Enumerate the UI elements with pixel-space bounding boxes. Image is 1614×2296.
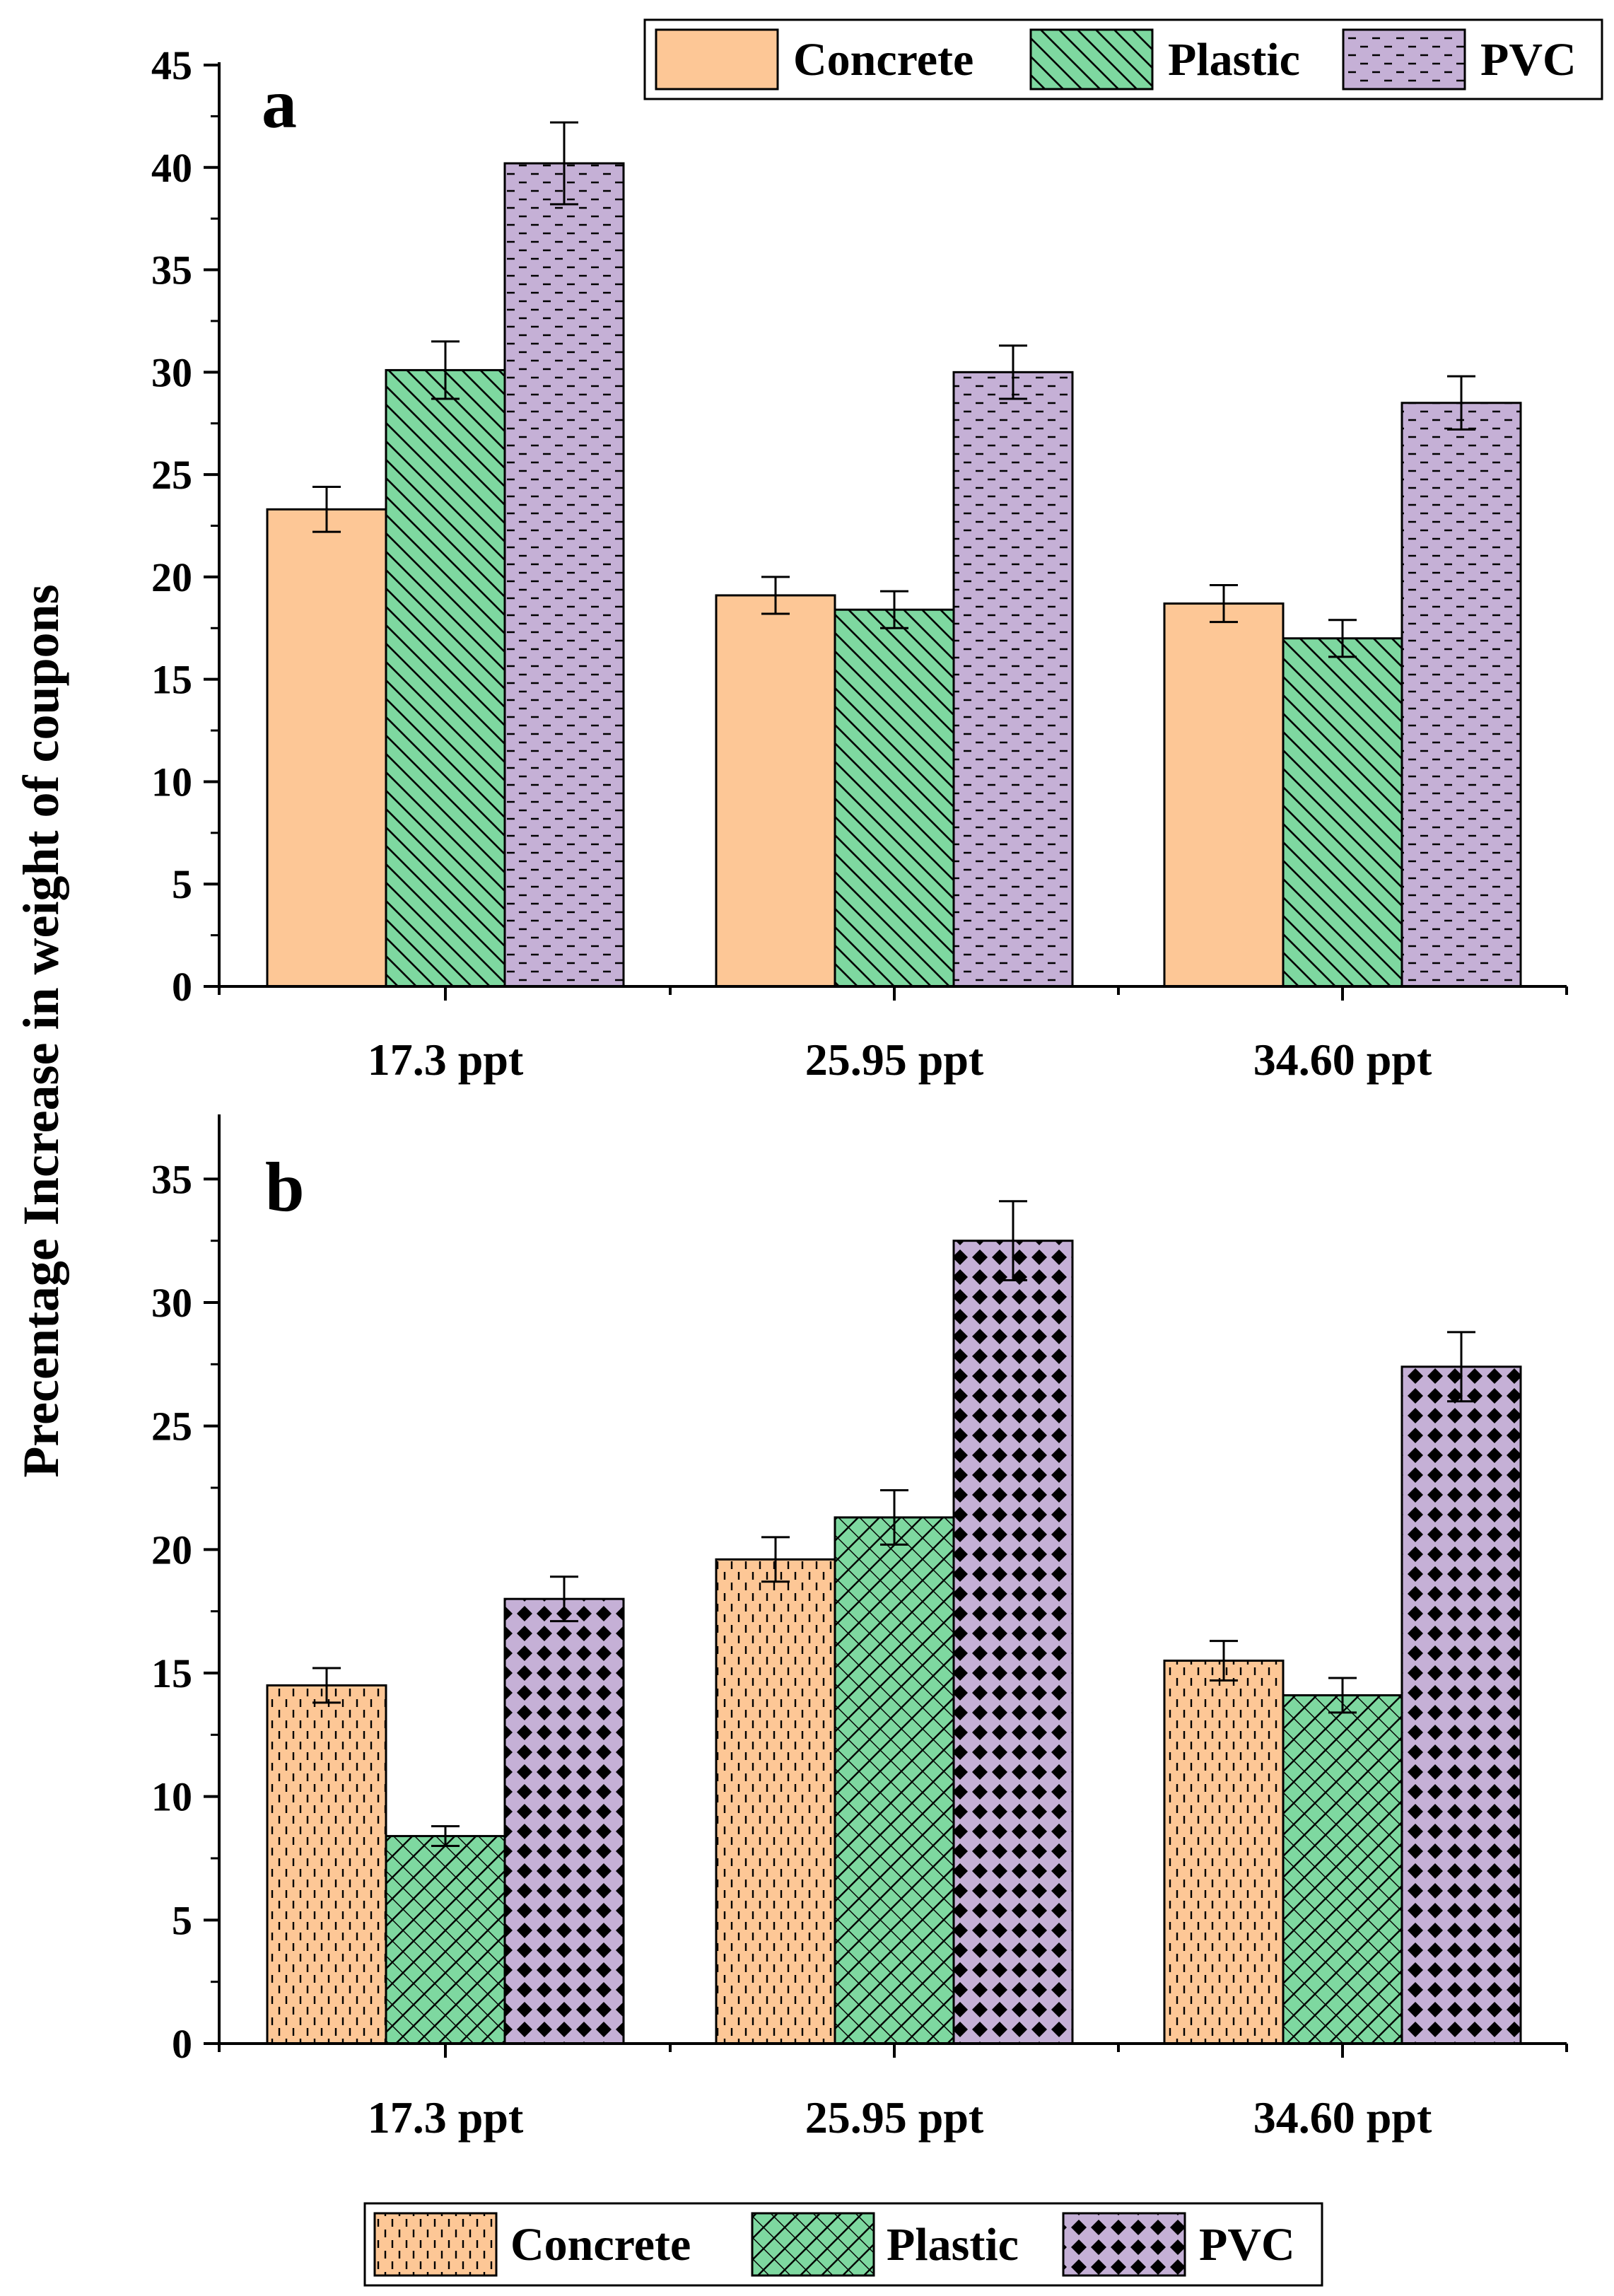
x-tick-label-a-17-3-ppt: 17.3 ppt — [368, 1035, 524, 1085]
x-tick-label-a-34-60-ppt: 34.60 ppt — [1253, 1035, 1432, 1085]
bar-a-concrete-25-95-ppt — [715, 594, 836, 988]
legend-b-concrete-label: Concrete — [510, 2219, 691, 2271]
legend-a-pvc-swatch — [1342, 28, 1466, 91]
legend-b-concrete[interactable]: Concrete — [373, 2212, 691, 2277]
legend-b-pvc[interactable]: PVC — [1062, 2212, 1295, 2277]
panel-b: b Concrete Plastic PVC 17.3 ppt 25.95 ppt… — [151, 1114, 1568, 2287]
y-axis-label: Precentage Increase in weight of coupons — [13, 584, 69, 1477]
legend-a-concrete[interactable]: Concrete — [655, 28, 973, 91]
y-tick-label-a-25: 25 — [151, 452, 192, 498]
bar-b-plastic-34-60-ppt — [1282, 1694, 1403, 2045]
bar-a-concrete-34-60-ppt — [1163, 602, 1285, 988]
panel-a-label: a — [262, 64, 297, 143]
y-tick-label-b-20: 20 — [151, 1527, 192, 1573]
legend-b-concrete-swatch — [373, 2212, 498, 2277]
legend-b-plastic-swatch — [751, 2212, 875, 2277]
bar-a-pvc-34-60-ppt — [1400, 402, 1522, 988]
y-tick-label-a-45: 45 — [151, 42, 192, 88]
legend-a-pvc[interactable]: PVC — [1342, 28, 1577, 91]
y-tick-label-b-15: 15 — [151, 1650, 192, 1696]
y-tick-label-b-5: 5 — [172, 1897, 192, 1943]
y-tick-label-b-0: 0 — [172, 2021, 192, 2067]
y-tick-label-b-35: 35 — [151, 1156, 192, 1202]
bar-b-concrete-17-3-ppt — [266, 1684, 387, 2045]
bar-b-concrete-25-95-ppt — [715, 1558, 836, 2045]
legend-b-plastic-label: Plastic — [887, 2219, 1019, 2271]
bar-a-plastic-25-95-ppt — [834, 608, 955, 988]
bar-b-concrete-34-60-ppt — [1163, 1660, 1285, 2045]
y-tick-label-a-20: 20 — [151, 554, 192, 600]
y-tick-label-a-35: 35 — [151, 247, 192, 293]
y-tick-label-a-5: 5 — [172, 861, 192, 907]
y-tick-label-b-25: 25 — [151, 1404, 192, 1450]
bar-b-plastic-17-3-ppt — [385, 1835, 506, 2045]
legend-b-plastic[interactable]: Plastic — [751, 2212, 1019, 2277]
legend-b-pvc-label: PVC — [1199, 2219, 1295, 2271]
y-tick-label-a-0: 0 — [172, 964, 192, 1010]
legend-b-pvc-swatch — [1062, 2212, 1186, 2277]
y-tick-label-b-30: 30 — [151, 1280, 192, 1326]
panel-a: Concrete Plastic PVC a 17.3 ppt 25.95 ppt… — [151, 18, 1603, 1085]
panel-b-label: b — [265, 1148, 305, 1226]
x-tick-label-b-34-60-ppt: 34.60 ppt — [1253, 2092, 1432, 2143]
bar-a-plastic-17-3-ppt — [385, 368, 506, 988]
legend-a-concrete-label: Concrete — [793, 34, 973, 86]
bar-b-plastic-25-95-ppt — [834, 1516, 955, 2045]
bar-a-plastic-34-60-ppt — [1282, 637, 1403, 988]
bar-b-pvc-34-60-ppt — [1400, 1365, 1522, 2045]
legend-a-plastic-swatch — [1029, 28, 1154, 91]
legend-a-concrete-swatch — [655, 28, 779, 91]
x-tick-label-a-25-95-ppt: 25.95 ppt — [805, 1035, 984, 1085]
y-tick-label-a-40: 40 — [151, 145, 192, 191]
x-tick-label-b-17-3-ppt: 17.3 ppt — [368, 2092, 524, 2143]
bar-b-pvc-25-95-ppt — [952, 1240, 1074, 2045]
bar-a-pvc-17-3-ppt — [503, 162, 625, 988]
bar-a-concrete-17-3-ppt — [266, 508, 387, 988]
legend-a-plastic-label: Plastic — [1168, 34, 1300, 86]
bar-b-pvc-17-3-ppt — [503, 1597, 625, 2045]
y-tick-label-a-15: 15 — [151, 657, 192, 703]
bar-a-pvc-25-95-ppt — [952, 371, 1074, 988]
y-tick-label-a-10: 10 — [151, 759, 192, 805]
legend-a-pvc-label: PVC — [1480, 34, 1577, 86]
legend-a-plastic[interactable]: Plastic — [1029, 28, 1300, 91]
x-tick-label-b-25-95-ppt: 25.95 ppt — [805, 2092, 984, 2143]
y-tick-label-a-30: 30 — [151, 349, 192, 395]
y-tick-label-b-10: 10 — [151, 1774, 192, 1820]
